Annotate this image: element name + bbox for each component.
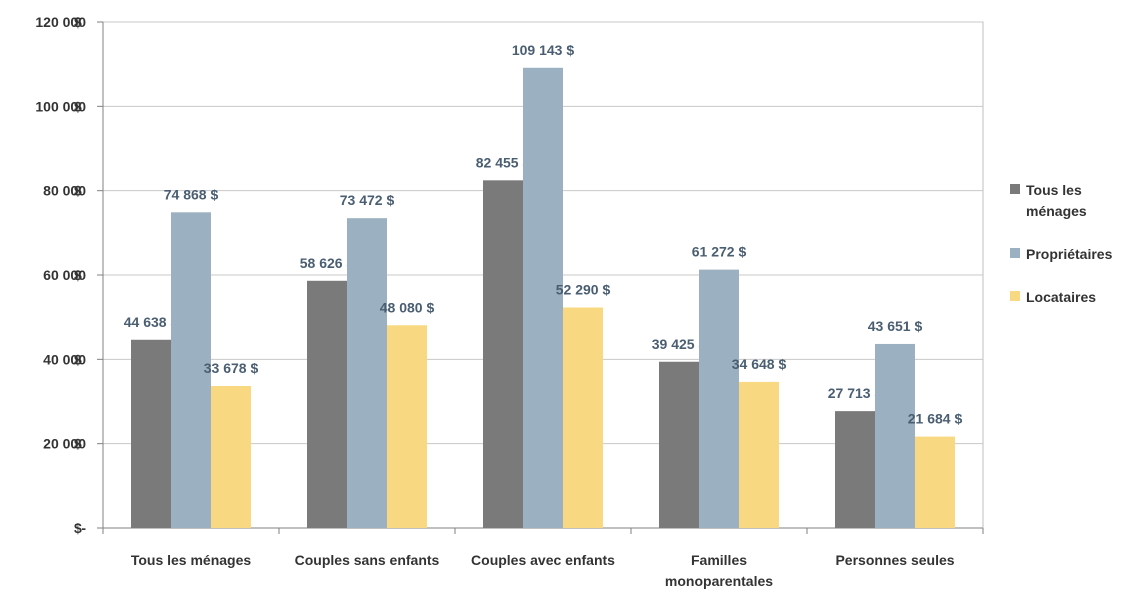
legend-item: Tous les ménages	[1010, 180, 1125, 222]
x-tick-label: Personnes seules	[835, 552, 954, 568]
bar	[875, 343, 915, 528]
data-label: 48 080 $	[380, 299, 435, 315]
bar	[211, 385, 251, 528]
y-tick-label: 100 000	[35, 98, 86, 114]
x-tick-label: Couples avec enfants	[471, 552, 615, 568]
y-tick-unit: $	[74, 436, 82, 452]
y-tick-label: 60 000	[43, 267, 86, 283]
data-label: 39 425 $	[652, 336, 707, 352]
bar	[659, 361, 699, 528]
data-label: 74 868 $	[164, 186, 219, 202]
bar	[835, 411, 875, 528]
data-label: 21 684 $	[908, 411, 963, 427]
bar	[523, 67, 563, 529]
y-tick-unit: $	[74, 183, 82, 199]
data-label: 33 678 $	[204, 360, 259, 376]
y-tick-unit: $	[74, 520, 82, 536]
x-tick-label: Familles monoparentales	[665, 552, 773, 589]
bar	[739, 381, 779, 528]
bar	[915, 436, 955, 528]
legend-swatch	[1010, 184, 1020, 194]
data-label: 27 713 $	[828, 385, 883, 401]
y-tick-unit: $	[74, 98, 82, 114]
legend-label: Tous les ménages	[1026, 182, 1087, 219]
y-tick-label: 80 000	[43, 183, 86, 199]
legend-label: Locataires	[1026, 289, 1097, 305]
bar	[307, 280, 347, 528]
data-label: 44 638 $	[124, 314, 179, 330]
bar	[171, 212, 211, 529]
data-label: 73 472 $	[340, 192, 395, 208]
data-label: 52 290 $	[556, 282, 611, 298]
x-tick-label: Couples sans enfants	[295, 552, 440, 568]
legend-label: Propriétaires	[1026, 246, 1113, 262]
y-tick-unit: $	[74, 351, 82, 367]
legend-item: Propriétaires	[1010, 244, 1125, 265]
x-tick-label: Tous les ménages	[131, 552, 252, 568]
y-tick-unit: $	[74, 267, 82, 283]
y-tick-label: 20 000	[43, 436, 86, 452]
y-tick-unit: $	[74, 14, 82, 30]
legend-item: Locataires	[1010, 287, 1125, 308]
legend: Tous les ménages Propriétaires Locataires	[1010, 180, 1125, 330]
bar	[387, 325, 427, 528]
y-tick-label: 120 000	[35, 14, 86, 30]
data-label: 82 455 $	[476, 154, 531, 170]
bar	[483, 180, 523, 528]
y-tick-label: 40 000	[43, 351, 86, 367]
data-label: 58 626 $	[300, 255, 355, 271]
bar	[347, 218, 387, 529]
bar	[131, 339, 171, 528]
data-label: 34 648 $	[732, 356, 787, 372]
legend-swatch	[1010, 291, 1020, 301]
legend-swatch	[1010, 248, 1020, 258]
bar	[699, 269, 739, 528]
y-tick-label: -	[81, 520, 86, 536]
data-label: 43 651 $	[868, 318, 923, 334]
data-label: 109 143 $	[512, 42, 574, 58]
data-label: 61 272 $	[692, 244, 747, 260]
bar	[563, 307, 603, 528]
